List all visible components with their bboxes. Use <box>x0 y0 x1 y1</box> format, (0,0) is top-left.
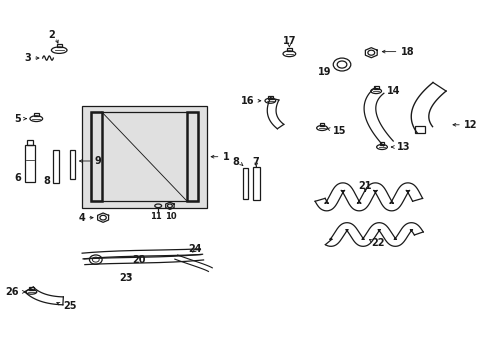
Text: 26: 26 <box>6 287 19 297</box>
Text: 12: 12 <box>463 120 476 130</box>
Text: 20: 20 <box>132 255 145 265</box>
Bar <box>267 96 272 99</box>
Text: 24: 24 <box>187 244 201 254</box>
Text: 5: 5 <box>14 114 21 124</box>
Text: 17: 17 <box>282 36 296 46</box>
Bar <box>91 112 102 201</box>
Text: 23: 23 <box>120 273 133 283</box>
Text: 8: 8 <box>43 176 50 186</box>
Text: 19: 19 <box>318 67 331 77</box>
Text: 25: 25 <box>63 301 77 311</box>
Bar <box>243 168 247 199</box>
Bar <box>27 140 33 145</box>
Text: 6: 6 <box>14 173 20 183</box>
Bar <box>286 48 291 51</box>
Bar <box>319 123 324 126</box>
Text: 4: 4 <box>78 213 85 222</box>
Text: 15: 15 <box>332 126 346 135</box>
Bar <box>91 112 198 201</box>
Bar <box>379 142 384 145</box>
Text: 13: 13 <box>396 142 409 152</box>
Bar <box>252 167 259 200</box>
Text: 1: 1 <box>222 152 229 162</box>
Text: 14: 14 <box>386 86 400 96</box>
Text: 3: 3 <box>24 53 31 63</box>
Text: 10: 10 <box>164 212 176 221</box>
Text: 22: 22 <box>370 238 384 248</box>
Text: 11: 11 <box>150 212 162 221</box>
Bar <box>24 145 35 182</box>
Bar <box>82 105 206 208</box>
Bar <box>29 287 34 290</box>
Bar <box>187 112 198 201</box>
Bar <box>53 150 59 183</box>
Bar <box>373 86 378 89</box>
Text: 2: 2 <box>48 30 55 40</box>
Bar <box>34 113 39 116</box>
Text: 16: 16 <box>240 96 254 106</box>
Bar <box>70 150 75 179</box>
Text: 18: 18 <box>400 46 413 57</box>
Bar <box>414 126 424 134</box>
Text: 9: 9 <box>95 156 102 166</box>
Bar <box>57 44 61 47</box>
Text: 21: 21 <box>358 181 371 192</box>
Text: 8: 8 <box>232 157 239 167</box>
Text: 7: 7 <box>252 157 259 167</box>
